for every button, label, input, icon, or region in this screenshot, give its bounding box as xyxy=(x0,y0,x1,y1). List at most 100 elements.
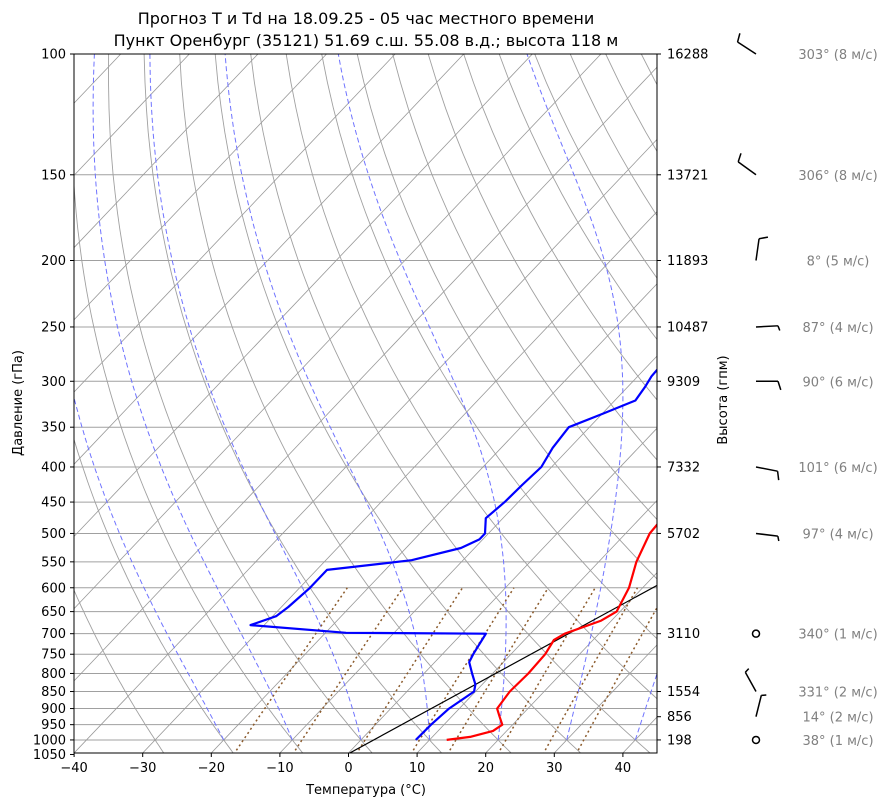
y-tick-label: 400 xyxy=(41,460,66,475)
wind-calm-marker xyxy=(751,629,761,638)
dry-adiabat xyxy=(640,54,657,86)
x-tick-label: −30 xyxy=(129,761,156,776)
isotherm-line xyxy=(142,211,657,753)
series-line-td xyxy=(249,368,657,741)
wind-barb-flag xyxy=(776,471,780,481)
height-tick-label: 856 xyxy=(667,710,692,725)
x-tick-label: 40 xyxy=(615,761,632,776)
wind-barb-flag xyxy=(777,325,781,331)
x-tick-label: 20 xyxy=(477,761,494,776)
isotherm-line xyxy=(74,66,657,682)
y-tick-label: 750 xyxy=(41,648,66,663)
y-axis-label: Давление (гПа) xyxy=(11,350,26,456)
y-tick-label: 850 xyxy=(41,685,66,700)
wind-label: 101° (6 м/с) xyxy=(798,461,877,476)
dry-adiabat xyxy=(498,54,657,341)
y-tick-label: 1000 xyxy=(33,733,66,748)
wind-barb-flag xyxy=(744,668,750,673)
dry-adiabat xyxy=(179,54,512,753)
wind-barb xyxy=(755,466,778,472)
wind-label: 8° (5 м/с) xyxy=(807,254,870,269)
wind-label: 97° (4 м/с) xyxy=(802,527,873,542)
wind-calm-marker xyxy=(751,735,761,745)
x-tick-label: 30 xyxy=(546,761,563,776)
wind-barb-flag xyxy=(758,236,769,240)
wind-barb-flag xyxy=(777,535,780,542)
dry-adiabat xyxy=(427,54,657,461)
dry-adiabat xyxy=(321,54,657,640)
dry-adiabat xyxy=(783,54,891,755)
wind-label: 340° (1 м/с) xyxy=(798,628,877,643)
profile-series xyxy=(249,368,657,741)
x-axis: −40 −30 −20 −10 0 10 20 30 40 xyxy=(60,753,631,776)
wind-label: 90° (6 м/с) xyxy=(802,375,873,390)
dry-adiabat xyxy=(392,54,657,521)
y-tick-label: 600 xyxy=(41,581,66,596)
wind-barb-flag xyxy=(777,381,782,391)
wind-label: 331° (2 м/с) xyxy=(798,686,877,701)
mixing-ratio-line xyxy=(292,587,404,753)
x-tick-label: 10 xyxy=(409,761,426,776)
mixing-ratio-line xyxy=(497,587,596,753)
wind-label: 87° (4 м/с) xyxy=(802,321,873,336)
height-tick-label: 9309 xyxy=(667,375,700,390)
y-tick-label: 150 xyxy=(41,168,66,183)
mixing-ratio-line xyxy=(356,587,464,753)
reference-line xyxy=(348,584,657,753)
y-tick-label: 450 xyxy=(41,496,66,511)
isotherm-line xyxy=(74,138,657,753)
moist-adiabat xyxy=(634,672,657,741)
mixing-ratio-line xyxy=(447,587,549,753)
wind-label: 38° (1 м/с) xyxy=(802,734,873,749)
dry-adiabat xyxy=(677,54,891,755)
isotherm-line xyxy=(416,499,657,753)
y-tick-label: 800 xyxy=(41,667,66,682)
y-tick-label: 250 xyxy=(41,320,66,335)
wind-column: 303° (8 м/с) 306° (8 м/с) 8° (5 м/с) 87° (4… xyxy=(736,33,878,749)
moist-adiabat xyxy=(149,54,362,741)
y-axis-right-label: Высота (гпм) xyxy=(716,355,731,444)
height-tick-label: 198 xyxy=(667,733,692,748)
dry-adiabat xyxy=(214,54,582,753)
height-tick-label: 7332 xyxy=(667,460,700,475)
y-tick-label: 1050 xyxy=(33,748,66,763)
dry-adiabat xyxy=(285,54,657,700)
chart-title-line2: Пункт Оренбург (35121) 51.69 с.ш. 55.08 … xyxy=(114,31,619,50)
x-tick-label: −10 xyxy=(266,761,293,776)
dry-adiabat xyxy=(605,54,657,153)
isotherm-line xyxy=(347,427,657,753)
isotherm-line xyxy=(74,54,602,610)
height-tick-label: 10487 xyxy=(667,320,708,335)
dry-adiabat xyxy=(74,437,234,753)
y-tick-label: 950 xyxy=(41,718,66,733)
y-tick-label: 900 xyxy=(41,702,66,717)
isotherm-line xyxy=(74,54,190,177)
height-tick-label: 13721 xyxy=(667,168,708,183)
wind-label: 306° (8 м/с) xyxy=(798,169,877,184)
background-lines xyxy=(74,54,891,755)
y-tick-label: 650 xyxy=(41,605,66,620)
dry-adiabat xyxy=(143,54,443,753)
dry-adiabat xyxy=(108,54,373,753)
y-axis-left: 100 150 200 250 300 350 400 450 500 550 600 650 700 7… xyxy=(33,48,74,763)
dry-adiabat xyxy=(534,54,657,279)
height-tick-label: 5702 xyxy=(667,527,700,542)
y-axis-right: 16288 13721 11893 10487 9309 7332 5702 3110 1554… xyxy=(657,48,708,748)
isotherm-line xyxy=(74,54,327,321)
y-tick-label: 700 xyxy=(41,627,66,642)
wind-barb-flag xyxy=(736,33,741,43)
wind-barb xyxy=(755,695,763,717)
wind-barb xyxy=(744,671,757,692)
wind-barb-flag xyxy=(737,153,742,163)
dry-adiabat xyxy=(250,54,651,753)
x-tick-label: 0 xyxy=(344,761,352,776)
mixing-ratio-line xyxy=(542,587,639,753)
isotherm-line xyxy=(210,283,657,753)
dry-adiabat xyxy=(819,54,891,755)
dry-adiabat xyxy=(748,54,891,755)
y-tick-label: 300 xyxy=(41,375,66,390)
series-line-t xyxy=(446,523,657,741)
isotherm-line xyxy=(74,54,533,538)
x-axis-label: Температура (°C) xyxy=(305,783,426,798)
